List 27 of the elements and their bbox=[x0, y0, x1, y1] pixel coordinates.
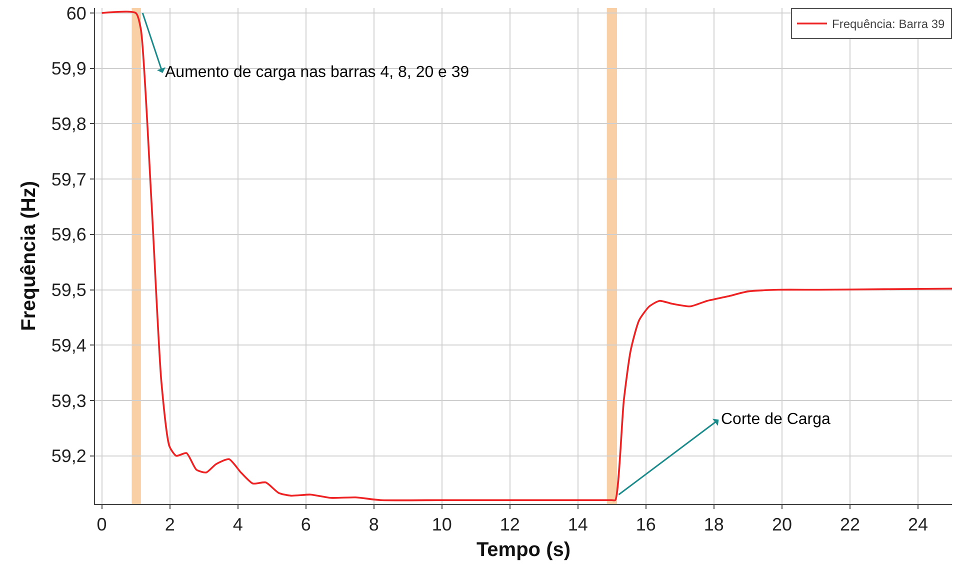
y-tick-label: 60 bbox=[66, 3, 86, 24]
x-tick-label: 16 bbox=[636, 514, 656, 535]
y-axis-title: Frequência (Hz) bbox=[18, 180, 40, 332]
y-tick-label: 59,4 bbox=[51, 335, 86, 356]
annotation: Aumento de carga nas barras 4, 8, 20 e 39 bbox=[165, 64, 470, 81]
y-tick-label: 59,6 bbox=[51, 224, 86, 245]
x-tick-label: 8 bbox=[368, 514, 379, 535]
x-tick-label: 12 bbox=[500, 514, 520, 535]
y-tick-label: 59,5 bbox=[51, 280, 86, 300]
x-tick-label: 2 bbox=[164, 514, 175, 535]
legend-label: Frequência: Barra 39 bbox=[832, 17, 946, 32]
x-axis-title: Tempo (s) bbox=[476, 539, 571, 562]
y-tick-label: 59,7 bbox=[51, 169, 86, 190]
x-tick-label: 20 bbox=[772, 514, 792, 535]
x-tick-label: 22 bbox=[840, 514, 860, 535]
annotation: Corte de Carga bbox=[721, 411, 830, 428]
x-tick-label: 24 bbox=[908, 514, 928, 535]
y-tick-label: 59,9 bbox=[51, 58, 86, 79]
y-tick-label: 59,8 bbox=[51, 114, 86, 134]
y-tick-label: 59,3 bbox=[51, 390, 86, 411]
y-tick-label: 59,2 bbox=[51, 446, 86, 466]
x-tick-label: 4 bbox=[232, 514, 243, 535]
x-tick-label: 10 bbox=[432, 514, 452, 535]
x-tick-label: 14 bbox=[568, 514, 588, 535]
x-tick-label: 18 bbox=[704, 514, 724, 535]
x-tick-label: 0 bbox=[96, 514, 107, 535]
x-tick-label: 6 bbox=[300, 514, 311, 535]
